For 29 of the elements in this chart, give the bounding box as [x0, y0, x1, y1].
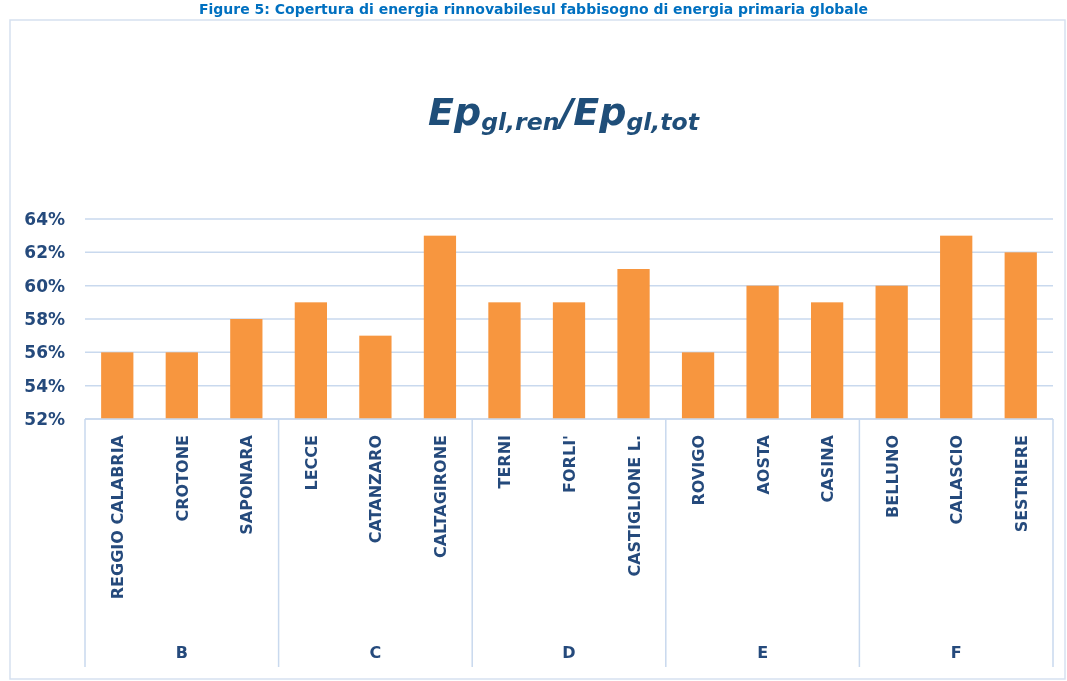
x-tick-label: CALASCIO	[947, 435, 967, 525]
y-tick-label: 52%	[24, 408, 65, 429]
x-tick-label: CALTAGIRONE	[430, 435, 450, 559]
x-tick-label: CROTONE	[172, 435, 192, 522]
x-tick-label: CASINA	[818, 434, 838, 503]
y-tick-label: 54%	[24, 375, 65, 396]
x-tick-label: TERNI	[495, 435, 515, 489]
chart-title: Ep$_{gl,ren}$/Ep$_{gl,tot}$	[428, 90, 700, 136]
x-tick-label: REGGIO CALABRIA	[108, 434, 128, 600]
text: F	[950, 643, 962, 662]
x-tick-label: CATANZARO	[366, 435, 386, 544]
x-tick-label: ROVIGO	[689, 435, 709, 506]
y-tick-label: 56%	[24, 342, 65, 363]
x-tick-label: SESTRIERE	[1011, 435, 1031, 533]
x-tick-label: LECCE	[301, 435, 321, 491]
y-tick-label: 60%	[24, 275, 65, 296]
text: B	[175, 643, 188, 662]
text: C	[369, 643, 382, 662]
x-tick-label: AOSTA	[753, 434, 773, 495]
caption: Figure 5: Copertura di energia rinnovabilesul fabbisogno di energia primaria globale	[198, 1, 869, 17]
x-tick-label: FORLI'	[560, 435, 579, 493]
y-tick-label: 62%	[24, 242, 65, 263]
y-tick-label: 58%	[24, 308, 65, 329]
x-tick-label: SAPONARA	[237, 434, 257, 535]
x-tick-label: BELLUNO	[882, 435, 902, 518]
text: E	[757, 643, 769, 662]
x-tick-label: CASTIGLIONE L.	[624, 435, 644, 577]
y-tick-label: 64%	[24, 208, 65, 229]
text: D	[562, 643, 576, 662]
